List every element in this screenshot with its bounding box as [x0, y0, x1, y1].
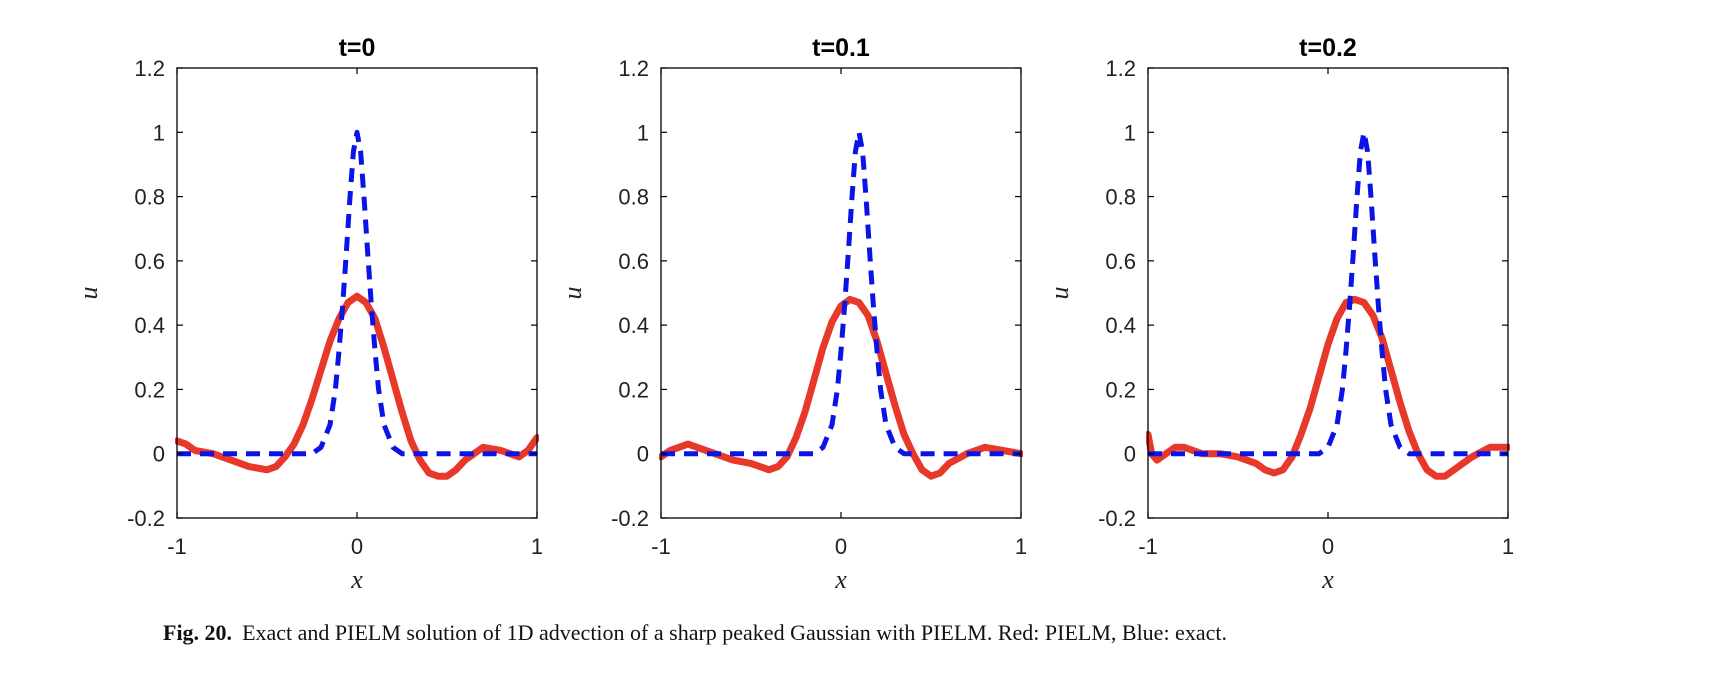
- panel-3-exact-line: [1148, 129, 1508, 457]
- panel-3-ytick-label: -0.2: [1098, 506, 1136, 531]
- panel-1-ytick-label: 1.2: [134, 56, 165, 81]
- panel-3-ytick-label: 0.4: [1105, 313, 1136, 338]
- panel-3-ytick-label: 1.2: [1105, 56, 1136, 81]
- panel-1-ytick-label: 0: [153, 442, 165, 467]
- figure-number: Fig. 20.: [163, 620, 233, 645]
- panel-3-title: t=0.2: [1299, 34, 1357, 62]
- panel-1-title: t=0: [339, 34, 376, 62]
- panel-2-ytick-label: 0: [637, 442, 649, 467]
- panel-1-exact-line: [177, 129, 537, 457]
- panel-1-ylabel: u: [74, 287, 103, 300]
- panel-3-xtick-label: -1: [1138, 534, 1158, 559]
- panel-1-xtick-label: -1: [167, 534, 187, 559]
- panel-1-ytick-label: 0.2: [134, 377, 165, 402]
- panel-2-ytick-label: 1.2: [618, 56, 649, 81]
- panel-2-xtick-label: 0: [835, 534, 847, 559]
- panel-1-xlabel: x: [350, 565, 363, 594]
- panel-1-ytick-label: -0.2: [127, 506, 165, 531]
- panel-3-ytick-label: 0.8: [1105, 185, 1136, 210]
- panel-2-ytick-label: -0.2: [611, 506, 649, 531]
- caption-text: Exact and PIELM solution of 1D advection…: [242, 620, 1227, 645]
- panel-1-ytick-label: 0.8: [134, 185, 165, 210]
- panel-1-ytick-label: 0.6: [134, 249, 165, 274]
- panel-2-exact-line: [661, 129, 1021, 457]
- panel-3-ytick-label: 0.2: [1105, 377, 1136, 402]
- panel-2-xlabel: x: [834, 565, 847, 594]
- figure-caption: Fig. 20. Exact and PIELM solution of 1D a…: [163, 620, 1643, 646]
- panel-2-xtick-label: 1: [1015, 534, 1027, 559]
- panel-2-xtick-label: -1: [651, 534, 671, 559]
- panel-2-ylabel: u: [558, 287, 587, 300]
- panel-3-xtick-label: 1: [1502, 534, 1514, 559]
- panel-3-xtick-label: 0: [1322, 534, 1334, 559]
- panel-3-ylabel: u: [1045, 287, 1074, 300]
- panel-3-xlabel: x: [1321, 565, 1334, 594]
- panel-1-pielm-line: [175, 292, 539, 480]
- panel-3-ytick-label: 0: [1124, 442, 1136, 467]
- panel-2-ytick-label: 0.6: [618, 249, 649, 274]
- panel-2-title: t=0.1: [812, 34, 870, 62]
- panel-1-ytick-label: 1: [153, 120, 165, 145]
- panel-2-ytick-label: 0.4: [618, 313, 649, 338]
- panel-3-pielm-line: [1146, 295, 1510, 480]
- panel-1-xtick-label: 0: [351, 534, 363, 559]
- panel-3-ytick-label: 1: [1124, 120, 1136, 145]
- panel-1-xtick-label: 1: [531, 534, 543, 559]
- panel-2-ytick-label: 1: [637, 120, 649, 145]
- panel-1-ytick-label: 0.4: [134, 313, 165, 338]
- panel-3-ytick-label: 0.6: [1105, 249, 1136, 274]
- panel-2-ytick-label: 0.2: [618, 377, 649, 402]
- panel-2-ytick-label: 0.8: [618, 185, 649, 210]
